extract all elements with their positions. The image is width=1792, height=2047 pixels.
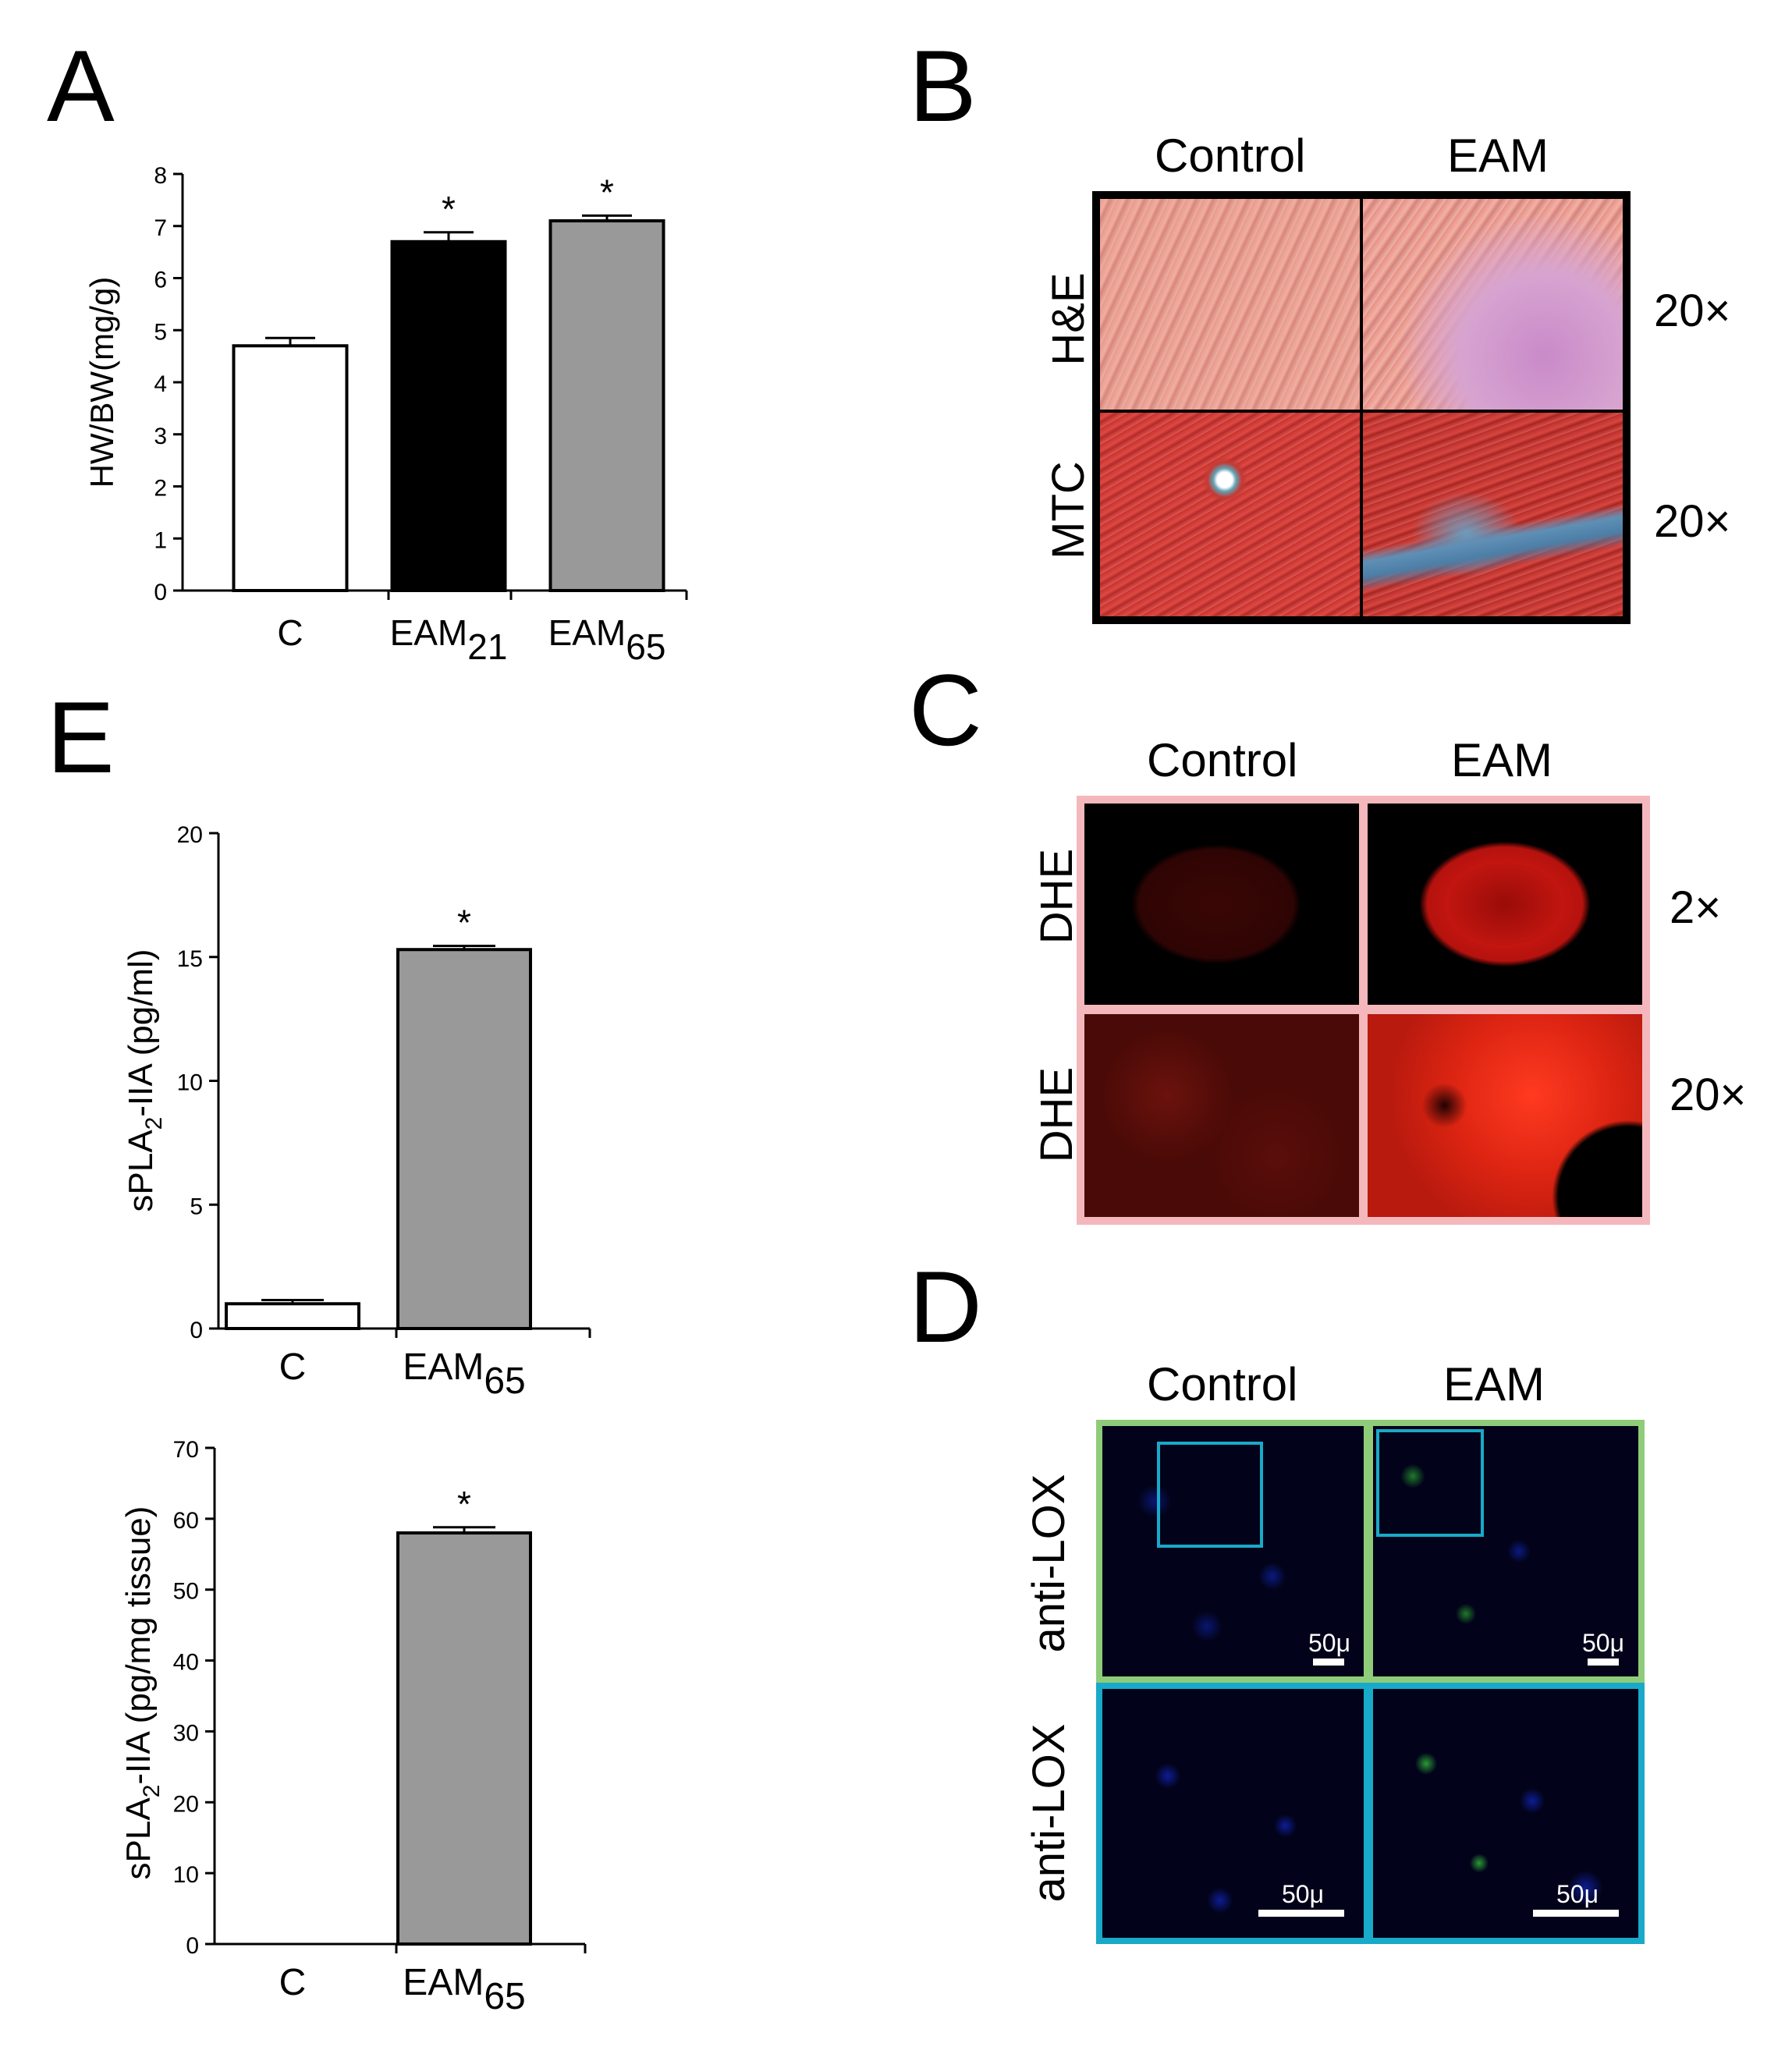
chart-a: 0 1 2 3 4 5 6 7 8 C * EAM21 * EAM65 HW/BW(mg/g) [83, 163, 688, 667]
y-tick-label: 15 [177, 946, 203, 972]
panel-c-mag-row1: 2× [1670, 882, 1722, 933]
lox-control-zoom-micrograph: 50μ [1102, 1689, 1364, 1938]
panel-letter-a: A [47, 29, 115, 143]
scale-bar [1313, 1659, 1344, 1666]
scale-bar [1533, 1910, 1619, 1917]
y-tick-label: 60 [173, 1508, 199, 1534]
panel-b-mag-row2: 20× [1654, 496, 1731, 547]
category-label: C [277, 612, 303, 653]
panel-b-mag-row1: 20× [1654, 286, 1731, 336]
dhe-eam-2x-micrograph [1368, 804, 1642, 1005]
significance-marker: * [457, 902, 471, 942]
y-tick-label: 30 [173, 1720, 199, 1746]
category-label: EAM21 [390, 612, 508, 667]
panel-letter-b: B [909, 29, 977, 143]
panel-d-col-control: Control [1147, 1358, 1298, 1410]
y-tick-label: 5 [154, 319, 167, 345]
significance-marker: * [442, 189, 456, 229]
y-tick-label: 50 [173, 1579, 199, 1605]
y-tick-label: 0 [190, 1318, 203, 1343]
panel-c-mag-row2: 20× [1670, 1070, 1747, 1120]
bar [390, 239, 507, 593]
scale-label: 50μ [1308, 1629, 1351, 1657]
panel-d-col-eam: EAM [1443, 1358, 1545, 1410]
dhe-eam-20x-micrograph [1368, 1014, 1642, 1217]
panel-c-col-control: Control [1147, 734, 1298, 786]
y-tick-label: 70 [173, 1437, 199, 1463]
category-label: C [279, 1962, 307, 2003]
lox-eam-micrograph: 50μ [1373, 1426, 1638, 1676]
y-tick-label: 2 [154, 476, 167, 502]
panel-letter-e: E [47, 680, 115, 794]
y-tick-label: 3 [154, 424, 167, 449]
y-tick-label: 40 [173, 1650, 199, 1676]
panel-c-image-grid [1077, 796, 1650, 1225]
scale-label: 50μ [1582, 1629, 1625, 1657]
category-label: C [279, 1346, 307, 1388]
he-eam-micrograph [1363, 199, 1623, 410]
panel-c-row-1: DHE [1031, 848, 1082, 945]
chart-e-bottom-ylabel: sPLA2-IIA (pg/mg tissue) [119, 1506, 165, 1880]
y-tick-label: 4 [154, 371, 167, 397]
chart-e-top: 0 5 10 15 20 C * EAM65 sPLA2-IIA (pg/ml) [122, 822, 591, 1400]
scale-label: 50μ [1282, 1880, 1325, 1908]
dhe-control-2x-micrograph [1084, 804, 1359, 1005]
panel-b-image-grid [1092, 191, 1631, 624]
he-control-micrograph [1100, 199, 1360, 410]
y-tick-label: 20 [173, 1791, 199, 1817]
dhe-control-20x-micrograph [1084, 1014, 1359, 1217]
chart-e-top-ylabel: sPLA2-IIA (pg/ml) [122, 949, 167, 1212]
panel-c-col-eam: EAM [1451, 734, 1553, 786]
y-tick-label: 6 [154, 268, 167, 293]
mtc-eam-micrograph [1363, 413, 1623, 616]
panel-b-col-eam: EAM [1447, 129, 1549, 182]
panel-b-row-mtc: MTC [1043, 461, 1094, 559]
panel-d-row-2: anti-LOX [1024, 1723, 1074, 1903]
panel-b-col-control: Control [1155, 129, 1306, 182]
y-tick-label: 0 [154, 580, 167, 605]
lox-control-inset-box [1157, 1442, 1263, 1548]
panel-b-row-he: H&E [1043, 272, 1094, 366]
panel-d-bottom-frame: 50μ 50μ [1096, 1683, 1645, 1944]
panel-d-row-1: anti-LOX [1024, 1474, 1074, 1653]
lox-eam-inset-box [1376, 1429, 1484, 1537]
y-tick-label: 0 [186, 1933, 199, 1959]
significance-marker: * [600, 172, 614, 212]
panel-c-row-2: DHE [1031, 1066, 1082, 1163]
y-tick-label: 1 [154, 527, 167, 553]
panel-letter-d: D [909, 1250, 982, 1364]
bar [396, 948, 532, 1330]
y-tick-label: 20 [177, 822, 203, 848]
scale-bar [1588, 1659, 1619, 1666]
bar [225, 1302, 360, 1330]
chart-a-ylabel: HW/BW(mg/g) [83, 277, 120, 488]
significance-marker: * [457, 1484, 471, 1524]
y-tick-label: 5 [190, 1194, 203, 1219]
y-tick-label: 10 [173, 1862, 199, 1888]
mtc-control-micrograph [1100, 413, 1360, 616]
panel-d-top-frame: 50μ 50μ [1096, 1420, 1645, 1683]
y-tick-label: 7 [154, 215, 167, 241]
lox-eam-zoom-micrograph: 50μ [1373, 1689, 1638, 1938]
category-label: EAM65 [403, 1346, 525, 1400]
category-label: EAM65 [548, 612, 666, 667]
category-label: EAM65 [403, 1962, 525, 2017]
bar [232, 344, 349, 592]
bar [396, 1531, 532, 1946]
y-tick-label: 10 [177, 1070, 203, 1096]
panel-letter-c: C [909, 653, 982, 767]
chart-e-bottom: 0 10 20 30 40 50 60 70 C * EAM65 sPLA2-IIA (pg/mg… [119, 1437, 587, 2017]
scale-label: 50μ [1556, 1880, 1599, 1908]
y-tick-label: 8 [154, 163, 167, 189]
lox-control-micrograph: 50μ [1102, 1426, 1364, 1676]
bar [548, 219, 665, 592]
scale-bar [1258, 1910, 1344, 1917]
